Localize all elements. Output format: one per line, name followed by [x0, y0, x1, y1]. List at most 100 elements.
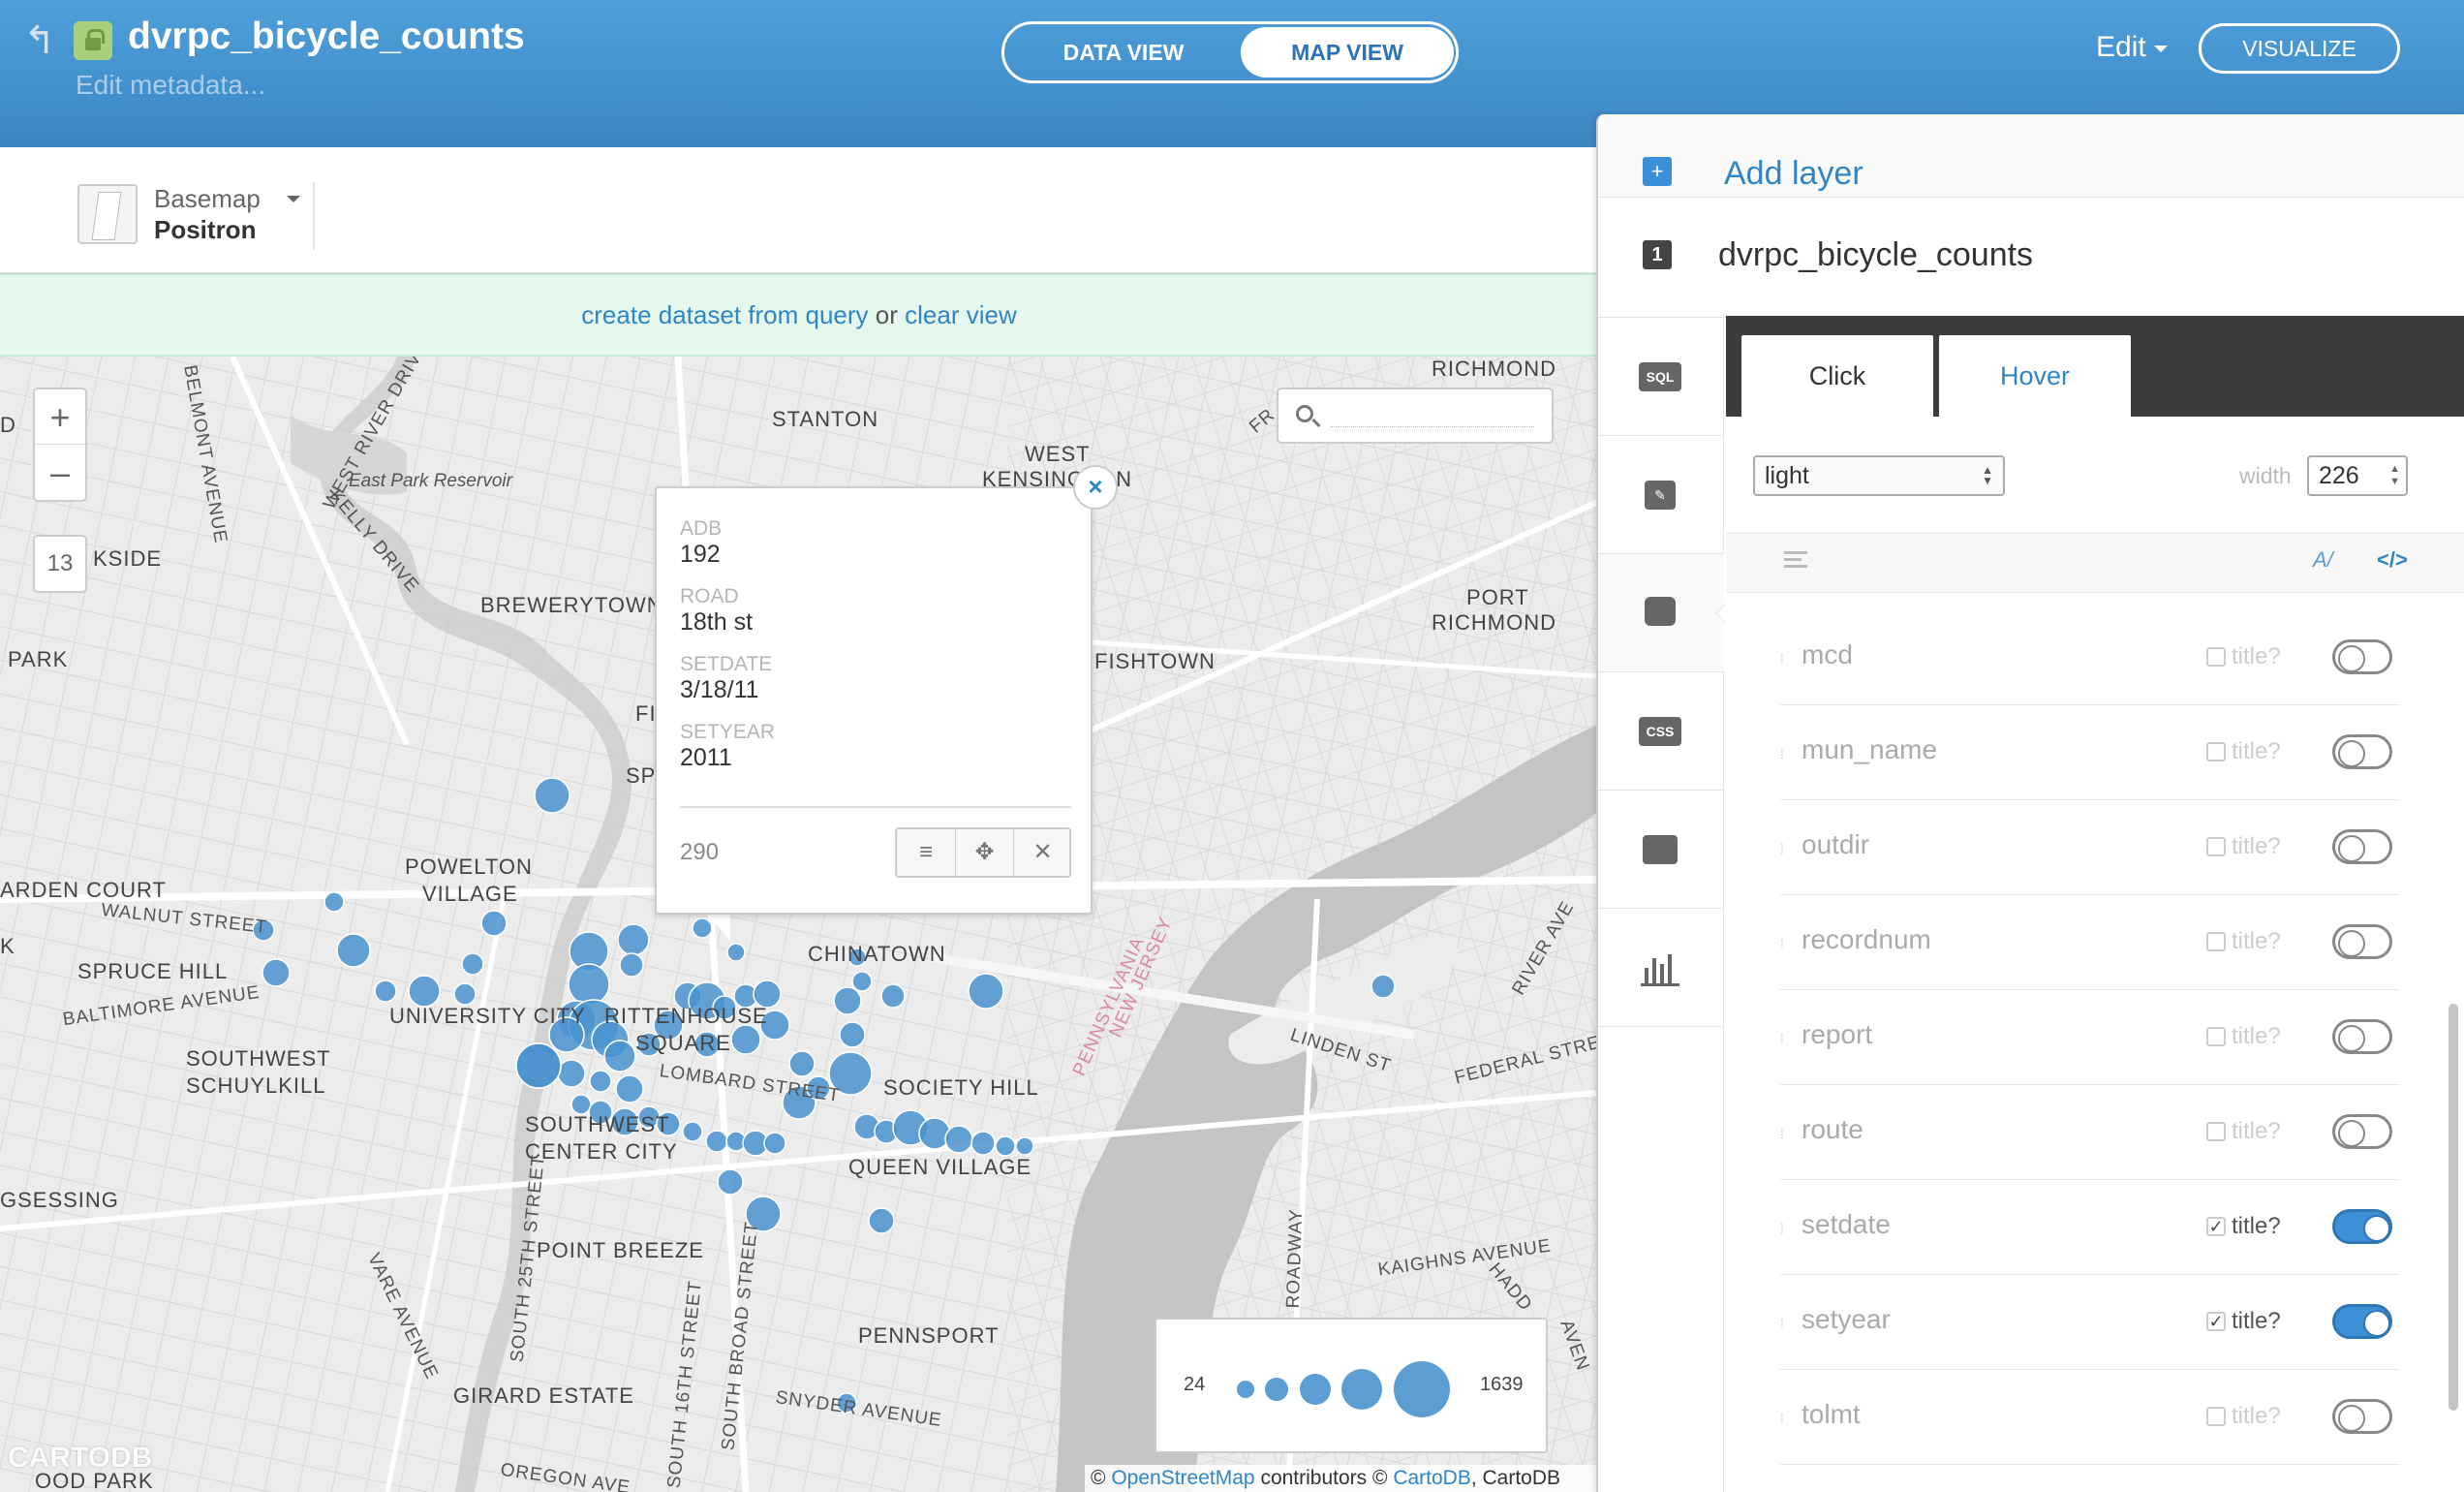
- field-toggle[interactable]: [2332, 829, 2392, 864]
- speech-bubble-icon: [1645, 597, 1676, 626]
- field-toggle[interactable]: [2332, 1399, 2392, 1434]
- map-label: POWELTON: [405, 855, 533, 879]
- map-label: UNIVERSITY CITY: [389, 1004, 586, 1028]
- field-row[interactable]: ⁞ recordnum title?: [1780, 895, 2400, 990]
- add-layer-label[interactable]: Add layer: [1724, 155, 1863, 192]
- drag-handle-icon[interactable]: ⁞: [1780, 1221, 1784, 1236]
- drag-handle-icon[interactable]: ⁞: [1780, 1126, 1784, 1141]
- scrollbar[interactable]: [2449, 1004, 2458, 1411]
- drag-handle-icon[interactable]: ⁞: [1780, 746, 1784, 762]
- field-toggle[interactable]: [2332, 734, 2392, 769]
- field-row[interactable]: ⁞ outdir title?: [1780, 800, 2400, 895]
- css-tool[interactable]: CSS: [1598, 672, 1724, 791]
- edit-metadata-link[interactable]: Edit metadata...: [76, 70, 266, 100]
- field-row[interactable]: ⁞ setdate ✓ title?: [1780, 1180, 2400, 1275]
- edit-menu[interactable]: Edit: [2096, 31, 2168, 64]
- text-align-icon[interactable]: [1784, 551, 1807, 575]
- field-name: recordnum: [1802, 924, 1931, 954]
- drag-handle-icon[interactable]: ⁞: [1780, 1411, 1784, 1426]
- zoom-in-button[interactable]: +: [35, 389, 85, 445]
- legend-max: 1639: [1480, 1374, 1524, 1395]
- title-checkbox[interactable]: [2206, 742, 2226, 762]
- field-toggle[interactable]: [2332, 1114, 2392, 1149]
- lock-icon[interactable]: [74, 21, 112, 60]
- wizard-tool[interactable]: ✎: [1598, 436, 1724, 554]
- popup-close-button[interactable]: ×: [1073, 465, 1118, 510]
- field-toggle[interactable]: [2332, 1019, 2392, 1054]
- drag-handle-icon[interactable]: ⁞: [1780, 936, 1784, 951]
- back-arrow-icon[interactable]: ↰: [23, 19, 56, 62]
- map-label: ROADWAY: [1282, 1208, 1308, 1309]
- field-toggle[interactable]: [2332, 924, 2392, 959]
- visualize-button[interactable]: VISUALIZE: [2199, 23, 2400, 74]
- field-toggle[interactable]: [2332, 639, 2392, 674]
- field-row[interactable]: ⁞ setyear ✓ title?: [1780, 1275, 2400, 1370]
- legend-tool[interactable]: [1598, 791, 1724, 909]
- sql-tool[interactable]: SQL: [1598, 318, 1724, 436]
- basemap-label[interactable]: Basemap: [154, 184, 261, 213]
- drag-handle-icon[interactable]: ⁞: [1780, 1316, 1784, 1331]
- spinner-icon[interactable]: ▲ ▼: [2389, 463, 2400, 487]
- code-icon[interactable]: </>: [2377, 547, 2408, 572]
- tab-click[interactable]: Click: [1741, 335, 1933, 417]
- infowindow-tool[interactable]: [1598, 554, 1735, 672]
- basemap-value[interactable]: Positron: [154, 215, 257, 244]
- title-label: title?: [2232, 643, 2281, 669]
- zoom-out-button[interactable]: –: [49, 452, 71, 492]
- width-input[interactable]: 226 ▲ ▼: [2307, 455, 2408, 496]
- title-checkbox[interactable]: [2206, 1407, 2226, 1426]
- width-input-value: 226: [2319, 462, 2359, 489]
- map-view-button[interactable]: MAP VIEW: [1241, 27, 1454, 78]
- title-checkbox[interactable]: [2206, 932, 2226, 951]
- title-checkbox[interactable]: ✓: [2206, 1217, 2226, 1236]
- chart-tool[interactable]: [1598, 909, 1724, 1027]
- title-checkbox[interactable]: [2206, 1122, 2226, 1141]
- field-row[interactable]: ⁞ mcd title?: [1780, 610, 2400, 705]
- field-toggle[interactable]: [2332, 1209, 2392, 1244]
- drag-handle-icon[interactable]: ⁞: [1780, 841, 1784, 856]
- font-style-icon[interactable]: A/: [2313, 547, 2333, 572]
- plus-icon: +: [1643, 157, 1672, 186]
- field-row[interactable]: ⁞ report title?: [1780, 990, 2400, 1085]
- layer-tools-sidebar: SQL ✎ CSS: [1598, 318, 1735, 1492]
- data-view-button[interactable]: DATA VIEW: [1063, 40, 1185, 65]
- popup-field-value: 3/18/11: [680, 676, 759, 703]
- title-checkbox[interactable]: [2206, 1027, 2226, 1046]
- cartodb-link[interactable]: CartoDB: [1393, 1467, 1471, 1489]
- drag-handle-icon[interactable]: ⁞: [1780, 1031, 1784, 1046]
- list-icon[interactable]: ≡: [918, 839, 933, 865]
- map-search-box[interactable]: [1277, 388, 1554, 444]
- title-checkbox[interactable]: ✓: [2206, 1312, 2226, 1331]
- theme-select[interactable]: light ▲ ▼: [1753, 455, 2005, 496]
- theme-select-value: light: [1765, 462, 1809, 489]
- field-row[interactable]: ⁞ mun_name title?: [1780, 705, 2400, 800]
- legend-min: 24: [1184, 1374, 1206, 1395]
- field-toggle[interactable]: [2332, 1304, 2392, 1339]
- infowindow-popup: ADB 192 ROAD 18th st SETDATE 3/18/11 SET…: [655, 486, 1093, 915]
- delete-icon[interactable]: ✕: [1013, 829, 1071, 876]
- map-label: SCHUYLKILL: [186, 1073, 326, 1098]
- field-row[interactable]: ⁞ tolmt title?: [1780, 1370, 2400, 1465]
- title-checkbox[interactable]: [2206, 647, 2226, 667]
- layer-name[interactable]: dvrpc_bicycle_counts: [1718, 236, 2034, 273]
- dataset-title[interactable]: dvrpc_bicycle_counts: [128, 16, 525, 57]
- data-points[interactable]: [252, 777, 1396, 1414]
- add-layer-row[interactable]: + Add layer: [1598, 114, 2464, 198]
- map-label: RICHMOND: [1432, 357, 1556, 381]
- caret-down-icon[interactable]: [287, 196, 300, 202]
- field-name: outdir: [1802, 829, 1870, 859]
- drag-handle-icon[interactable]: ⁞: [1780, 651, 1784, 667]
- map-label: KSIDE: [93, 546, 163, 571]
- map-search-input[interactable]: [1331, 426, 1534, 427]
- clear-view-link[interactable]: clear view: [905, 300, 1017, 329]
- osm-link[interactable]: OpenStreetMap: [1111, 1467, 1255, 1489]
- field-row[interactable]: ⁞ route title?: [1780, 1085, 2400, 1180]
- move-icon[interactable]: ✥: [955, 829, 1013, 876]
- map-label: OOD PARK: [35, 1469, 154, 1492]
- title-checkbox[interactable]: [2206, 837, 2226, 856]
- map-canvas[interactable]: STANTON RICHMOND WEST KENSINGTON East Pa…: [0, 357, 1598, 1492]
- basemap-thumbnail[interactable]: [77, 184, 138, 244]
- tab-hover[interactable]: Hover: [1939, 335, 2131, 417]
- map-label: SOUTHWEST: [525, 1112, 670, 1136]
- create-dataset-link[interactable]: create dataset from query: [581, 300, 869, 329]
